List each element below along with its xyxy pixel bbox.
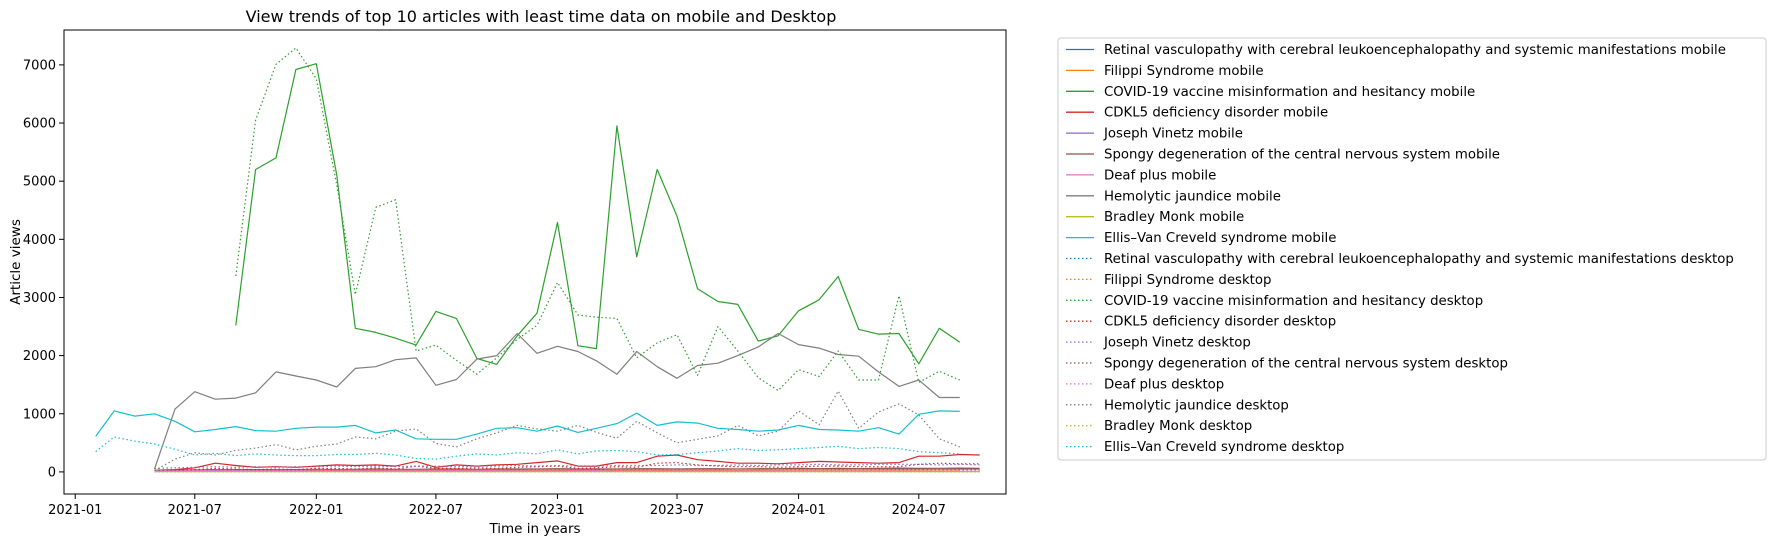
- plot-area: [64, 30, 1006, 494]
- series-line-covid-19-vaccine-misinformation-and-hesitancy-mobile: [235, 63, 961, 365]
- legend-label: Deaf plus desktop: [1104, 377, 1224, 392]
- legend-frame: [1057, 37, 1767, 461]
- x-tick-label: 2022-01: [289, 503, 343, 518]
- legend-label: Ellis–Van Creveld syndrome desktop: [1104, 440, 1344, 455]
- series-line-hemolytic-jaundice-mobile: [153, 332, 960, 470]
- x-tick-label: 2021-07: [168, 503, 222, 518]
- x-axis-label: Time in years: [488, 521, 580, 537]
- legend-label: COVID-19 vaccine misinformation and hesi…: [1104, 294, 1483, 309]
- legend-label: CDKL5 deficiency disorder mobile: [1104, 106, 1328, 121]
- legend-label: Retinal vasculopathy with cerebral leuko…: [1104, 252, 1734, 267]
- y-tick-label: 6000: [23, 117, 56, 132]
- x-tick-label: 2023-01: [530, 503, 584, 518]
- legend-label: CDKL5 deficiency disorder desktop: [1104, 315, 1336, 330]
- series-layer: [95, 47, 980, 473]
- x-tick-label: 2024-07: [892, 503, 946, 518]
- y-axis-label: Article views: [8, 219, 24, 305]
- series-line-cdkl5-deficiency-disorder-desktop: [154, 462, 980, 472]
- series-line-cdkl5-deficiency-disorder-mobile: [154, 453, 980, 471]
- x-tick-label: 2024-01: [771, 503, 825, 518]
- legend-label: Hemolytic jaundice mobile: [1104, 189, 1281, 204]
- chart-title: View trends of top 10 articles with leas…: [246, 7, 837, 26]
- y-tick-label: 2000: [23, 349, 56, 364]
- y-tick-label: 7000: [23, 58, 56, 73]
- series-line-joseph-vinetz-desktop: [154, 463, 980, 469]
- x-tick-label: 2022-07: [409, 503, 463, 518]
- legend-label: Bradley Monk mobile: [1104, 210, 1244, 225]
- legend-label: Ellis–Van Creveld syndrome mobile: [1104, 231, 1336, 246]
- legend-label: COVID-19 vaccine misinformation and hesi…: [1104, 85, 1475, 100]
- x-tick-label: 2021-01: [48, 503, 102, 518]
- legend: Retinal vasculopathy with cerebral leuko…: [1057, 37, 1767, 461]
- legend-label: Retinal vasculopathy with cerebral leuko…: [1104, 43, 1726, 58]
- legend-label: Joseph Vinetz mobile: [1103, 127, 1243, 142]
- legend-label: Spongy degeneration of the central nervo…: [1104, 148, 1500, 163]
- series-line-spongy-degeneration-of-the-central-nervous-system-mobile: [154, 467, 980, 471]
- legend-label: Deaf plus mobile: [1104, 168, 1216, 183]
- legend-label: Joseph Vinetz desktop: [1103, 336, 1251, 351]
- series-line-hemolytic-jaundice-desktop: [154, 390, 961, 472]
- legend-label: Filippi Syndrome desktop: [1104, 273, 1271, 288]
- series-line-deaf-plus-desktop: [154, 469, 980, 472]
- legend-entries: Retinal vasculopathy with cerebral leuko…: [1066, 43, 1734, 455]
- legend-label: Hemolytic jaundice desktop: [1104, 398, 1289, 413]
- legend-label: Spongy degeneration of the central nervo…: [1104, 357, 1508, 372]
- y-axis: 0 1000 2000 3000 4000 5000 6000 7000: [23, 58, 64, 480]
- legend-label: Bradley Monk desktop: [1104, 419, 1252, 434]
- x-tick-label: 2023-07: [650, 503, 704, 518]
- series-line-covid-19-vaccine-misinformation-and-hesitancy-desktop: [235, 47, 961, 392]
- plot-frame: [63, 29, 1007, 495]
- y-tick-label: 4000: [23, 233, 56, 248]
- series-line-ellis-van-creveld-syndrome-mobile: [95, 410, 960, 440]
- legend-label: Filippi Syndrome mobile: [1104, 64, 1264, 79]
- x-axis: 2021-01 2021-07 2022-01 2022-07 2023-01 2023-…: [48, 494, 946, 518]
- y-tick-label: 1000: [23, 407, 56, 422]
- y-tick-label: 0: [48, 465, 56, 480]
- y-tick-label: 3000: [23, 291, 56, 306]
- y-tick-label: 5000: [23, 175, 56, 190]
